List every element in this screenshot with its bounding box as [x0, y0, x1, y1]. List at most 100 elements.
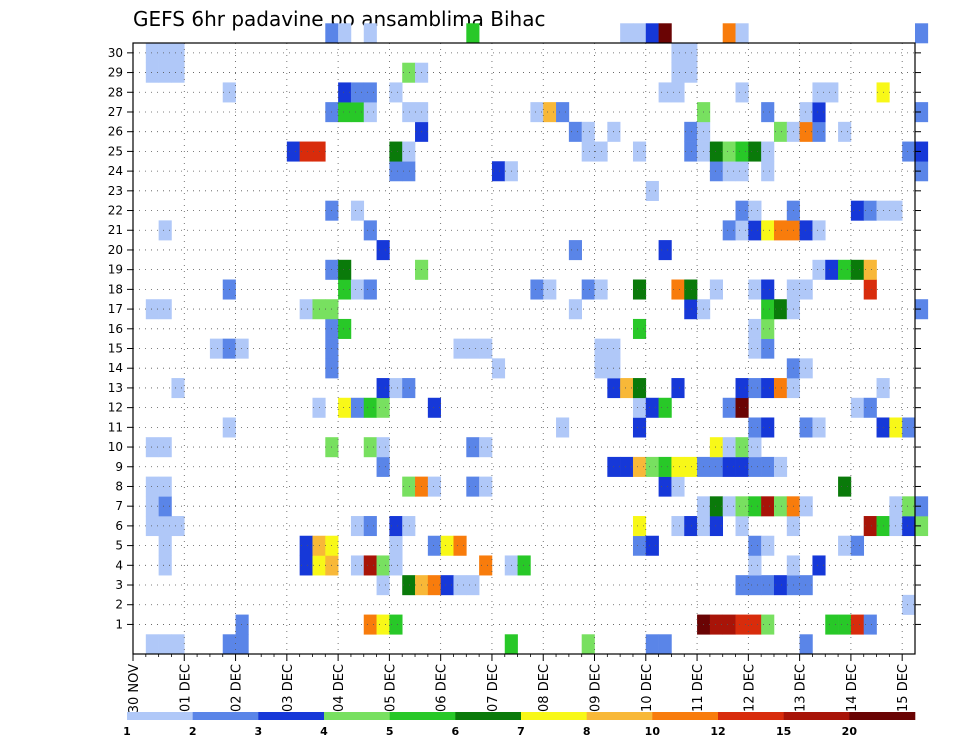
- heatmap-cell: [158, 634, 172, 655]
- colorbar-swatch: [652, 712, 719, 720]
- heatmap-cell: [735, 614, 749, 635]
- heatmap-cell: [632, 279, 647, 300]
- heatmap-cell: [748, 338, 762, 359]
- heatmap-cell: [376, 456, 390, 477]
- heatmap-cell: [632, 535, 647, 556]
- heatmap-cell: [671, 279, 685, 300]
- heatmap-cell: [915, 496, 929, 517]
- heatmap-cell: [556, 102, 570, 123]
- heatmap-cell: [773, 456, 788, 477]
- heatmap-cell: [222, 634, 236, 655]
- heatmap-cell: [799, 102, 813, 123]
- heatmap-cell: [363, 220, 377, 241]
- heatmap-cell: [684, 141, 698, 162]
- heatmap-cell: [145, 516, 159, 537]
- heatmap-cell: [658, 397, 672, 418]
- y-tick-label: 18: [108, 282, 123, 296]
- heatmap-cell: [581, 634, 595, 655]
- heatmap-cell: [338, 259, 352, 280]
- heatmap-cell: [389, 555, 403, 576]
- heatmap-cell: [632, 378, 647, 399]
- heatmap-cell: [389, 378, 403, 399]
- heatmap-cell: [645, 23, 659, 44]
- y-tick-label: 29: [108, 66, 123, 80]
- heatmap-cell: [915, 23, 929, 44]
- heatmap-cell: [158, 299, 172, 320]
- heatmap-cell: [709, 614, 724, 635]
- heatmap-cell: [235, 634, 249, 655]
- heatmap-cell: [735, 456, 749, 477]
- heatmap-cell: [671, 456, 685, 477]
- heatmap-cell: [389, 535, 403, 556]
- heatmap-cell: [658, 23, 672, 44]
- heatmap-cell: [684, 456, 698, 477]
- heatmap-cell: [825, 614, 839, 635]
- heatmap-cell: [684, 279, 698, 300]
- heatmap-cell: [338, 397, 352, 418]
- heatmap-cell: [363, 102, 377, 123]
- heatmap-cell: [363, 614, 377, 635]
- heatmap-cell: [825, 82, 839, 103]
- heatmap-cell: [761, 575, 775, 596]
- heatmap-cell: [748, 378, 762, 399]
- heatmap-cell: [709, 516, 724, 537]
- heatmap-cell: [722, 456, 736, 477]
- heatmap-cell: [645, 180, 659, 201]
- heatmap-cell: [466, 23, 480, 44]
- heatmap-cell: [761, 378, 775, 399]
- colorbar-label: 15: [776, 725, 791, 738]
- heatmap-cell: [350, 516, 365, 537]
- colorbar-label: 20: [842, 725, 858, 738]
- heatmap-cell: [748, 575, 762, 596]
- heatmap-cell: [761, 102, 775, 123]
- colorbar: 1 2 3 4 5 6 7 8 10 12 15 20: [123, 712, 916, 738]
- y-tick-label: 22: [108, 204, 123, 218]
- heatmap-cell: [402, 516, 416, 537]
- heatmap-cell: [863, 259, 877, 280]
- heatmap-cell: [350, 82, 365, 103]
- heatmap-cell: [850, 200, 865, 221]
- heatmap-cell: [145, 62, 159, 83]
- heatmap-cell: [466, 476, 480, 497]
- colorbar-label: 6: [452, 725, 460, 738]
- heatmap-cell: [748, 614, 762, 635]
- heatmap-cell: [761, 417, 775, 438]
- heatmap-cell: [671, 476, 685, 497]
- heatmap-cell: [799, 220, 813, 241]
- heatmap-cell: [350, 555, 365, 576]
- heatmap-cell: [671, 43, 685, 64]
- heatmap-cell: [453, 535, 467, 556]
- heatmap-cell: [709, 496, 724, 517]
- heatmap-cell: [517, 555, 531, 576]
- heatmap-cell: [402, 476, 416, 497]
- heatmap-cell: [902, 496, 916, 517]
- heatmap-cell: [838, 121, 852, 142]
- heatmap-cell: [376, 378, 390, 399]
- heatmap-cell: [658, 476, 672, 497]
- heatmap-cell: [376, 555, 390, 576]
- x-axis: 30 NOV 01 DEC 02 DEC 03 DEC 04 DEC 05 DEC 06 D…: [127, 654, 911, 713]
- heatmap-cell: [145, 437, 159, 458]
- heatmap-cell: [684, 299, 698, 320]
- heatmap-cell: [838, 259, 852, 280]
- heatmap-cell: [568, 299, 582, 320]
- heatmap-cell: [748, 417, 762, 438]
- heatmap-cell: [722, 220, 736, 241]
- y-tick-label: 13: [108, 381, 123, 395]
- heatmap-cell: [620, 378, 634, 399]
- heatmap-cell: [671, 516, 685, 537]
- heatmap-cell: [530, 102, 544, 123]
- heatmap-cell: [145, 476, 159, 497]
- heatmap-cell: [171, 378, 185, 399]
- heatmap-cell: [812, 417, 826, 438]
- heatmap-cell: [761, 299, 775, 320]
- heatmap-cell: [543, 102, 557, 123]
- heatmap-cell: [389, 614, 403, 635]
- heatmap-cell: [376, 240, 390, 261]
- heatmap-cell: [825, 259, 839, 280]
- heatmap-cell: [299, 299, 313, 320]
- heatmap-cell: [838, 614, 852, 635]
- heatmap-cell: [466, 437, 480, 458]
- x-tick-label: 04 DEC: [332, 664, 347, 712]
